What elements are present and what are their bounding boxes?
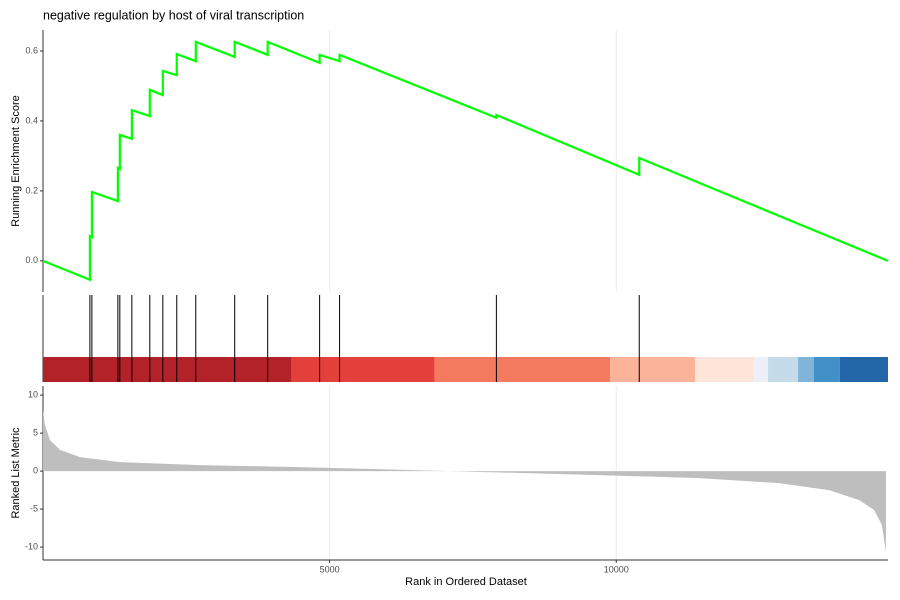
y-tick-label: 0.4 (25, 115, 38, 125)
y-tick-label: 0 (33, 465, 38, 475)
rank-band (291, 357, 435, 382)
y-tick-label: 5 (33, 427, 38, 437)
rank-band (434, 357, 611, 382)
rank-band (798, 357, 814, 382)
y-tick-label: -10 (25, 541, 38, 551)
rank-band (813, 357, 840, 382)
rank-band (839, 357, 888, 382)
rank-band (43, 357, 292, 382)
y-tick-label: 0.0 (25, 255, 38, 265)
x-tick-label: 5000 (320, 564, 340, 574)
y-tick-label: -5 (30, 503, 38, 513)
y-axis-label: Running Enrichment Score (10, 95, 22, 226)
rank-band (754, 357, 769, 382)
y-tick-label: 0.6 (25, 45, 38, 55)
rank-band (695, 357, 755, 382)
y-tick-label: 0.2 (25, 185, 38, 195)
y-tick-label: 10 (28, 389, 38, 399)
rank-band (610, 357, 696, 382)
chart-title: negative regulation by host of viral tra… (43, 8, 304, 22)
x-tick-label: 10000 (604, 564, 629, 574)
x-axis-label: Rank in Ordered Dataset (405, 576, 527, 588)
rank-band (768, 357, 799, 382)
y-axis-label: Ranked List Metric (10, 427, 22, 519)
metric-area (43, 410, 886, 553)
running-score-line (42, 40, 889, 282)
